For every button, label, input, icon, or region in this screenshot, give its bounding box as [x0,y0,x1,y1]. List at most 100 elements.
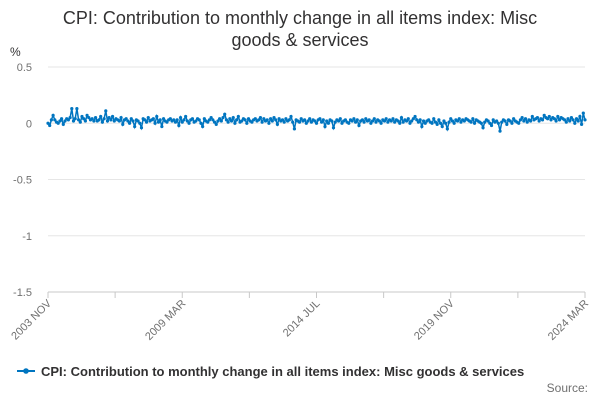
data-point[interactable] [269,117,273,121]
data-point[interactable] [63,119,67,123]
data-point[interactable] [82,117,86,121]
data-point[interactable] [93,116,98,120]
data-point[interactable] [109,118,113,122]
data-point[interactable] [68,116,72,120]
legend[interactable]: CPI: Contribution to monthly change in a… [17,364,524,379]
data-point[interactable] [413,114,417,119]
data-point[interactable] [535,116,540,120]
data-point[interactable] [557,118,562,122]
data-point[interactable] [576,119,580,123]
data-point[interactable] [190,117,195,121]
data-point[interactable] [452,121,456,125]
data-point[interactable] [153,121,157,125]
data-point[interactable] [321,118,325,122]
data-point[interactable] [216,119,220,123]
data-point[interactable] [566,117,570,121]
data-point[interactable] [331,126,336,130]
data-point[interactable] [297,120,302,124]
data-point[interactable] [250,120,254,124]
data-point[interactable] [233,121,237,125]
data-point[interactable] [389,119,393,123]
data-point[interactable] [546,117,550,121]
data-point[interactable] [136,119,140,123]
data-point[interactable] [289,114,293,119]
data-point[interactable] [338,117,342,121]
data-point[interactable] [226,120,230,124]
data-point[interactable] [578,114,582,119]
data-point[interactable] [374,120,378,124]
data-point[interactable] [175,118,179,122]
data-point[interactable] [173,120,178,124]
data-point[interactable] [70,107,74,111]
data-point[interactable] [350,119,354,123]
data-point[interactable] [510,121,514,125]
data-point[interactable] [369,121,373,125]
data-point[interactable] [187,121,191,125]
data-point[interactable] [260,120,264,124]
data-point[interactable] [245,121,249,125]
data-point[interactable] [178,116,183,120]
data-point[interactable] [59,117,64,121]
data-point[interactable] [270,119,274,123]
data-point[interactable] [542,113,546,117]
data-point[interactable] [212,120,217,124]
data-point[interactable] [336,119,341,123]
data-point[interactable] [581,111,585,115]
data-point[interactable] [357,123,361,128]
data-point[interactable] [427,118,431,122]
data-point[interactable] [450,119,455,123]
data-point[interactable] [291,120,295,124]
data-point[interactable] [219,119,223,123]
data-point[interactable] [367,118,371,122]
data-point[interactable] [500,120,504,124]
data-point[interactable] [362,120,366,124]
data-point[interactable] [87,116,91,120]
data-point[interactable] [522,119,526,123]
data-point[interactable] [583,118,587,122]
data-point[interactable] [505,122,509,126]
data-point[interactable] [138,121,142,125]
data-point[interactable] [420,125,424,129]
data-point[interactable] [61,122,65,126]
data-point[interactable] [299,117,303,121]
data-point[interactable] [56,121,60,125]
data-point[interactable] [272,116,276,120]
data-point[interactable] [401,120,405,124]
data-point[interactable] [571,118,575,122]
data-point[interactable] [127,121,132,125]
data-point[interactable] [444,121,448,125]
data-point[interactable] [133,125,137,129]
data-point[interactable] [303,118,307,122]
data-point[interactable] [76,118,81,122]
data-point[interactable] [563,118,567,122]
data-point[interactable] [214,122,218,126]
data-point[interactable] [126,119,130,123]
data-point[interactable] [274,118,278,122]
data-point[interactable] [580,122,584,126]
data-point[interactable] [172,118,176,122]
data-point[interactable] [90,117,94,121]
data-point[interactable] [552,117,557,121]
data-point[interactable] [437,118,441,122]
data-point[interactable] [257,118,261,122]
data-point[interactable] [353,120,358,124]
data-point[interactable] [235,118,239,122]
data-point[interactable] [415,118,419,122]
data-point[interactable] [151,117,155,121]
data-point[interactable] [352,117,356,121]
data-point[interactable] [292,127,297,131]
data-point[interactable] [525,120,529,124]
data-point[interactable] [568,119,572,123]
data-point[interactable] [161,117,166,121]
data-point[interactable] [498,129,502,133]
data-point[interactable] [287,118,291,122]
data-point[interactable] [491,118,495,122]
data-point[interactable] [156,120,161,124]
data-point[interactable] [433,120,438,124]
data-point[interactable] [73,117,77,121]
data-point[interactable] [182,118,186,122]
data-point[interactable] [102,117,106,121]
data-point[interactable] [318,117,322,121]
data-point[interactable] [202,117,206,121]
data-point[interactable] [370,119,375,123]
